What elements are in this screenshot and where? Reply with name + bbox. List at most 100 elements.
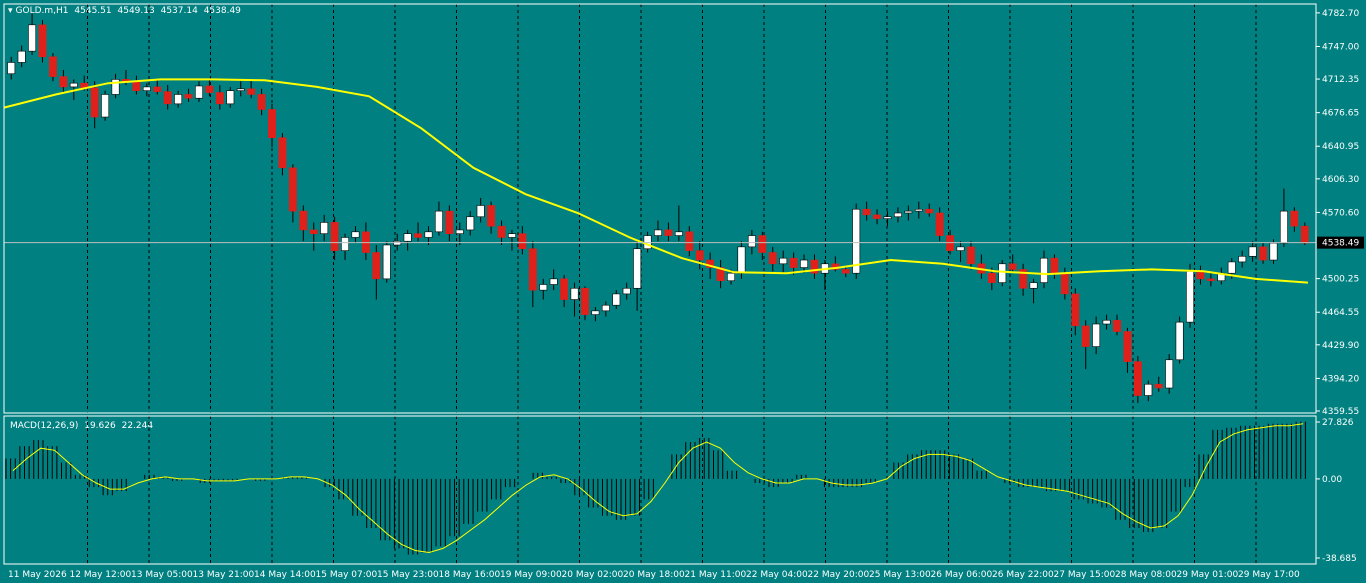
candle-body[interactable]: [1050, 257, 1059, 274]
candle-body[interactable]: [789, 257, 798, 268]
candle-body[interactable]: [1206, 278, 1215, 282]
candle-body[interactable]: [184, 94, 193, 99]
candle-body[interactable]: [1196, 271, 1205, 280]
candle-body[interactable]: [1113, 319, 1121, 332]
candle-body[interactable]: [236, 88, 245, 91]
candle-body[interactable]: [1300, 225, 1309, 244]
candle-body[interactable]: [1290, 210, 1299, 227]
candle-body[interactable]: [101, 94, 110, 118]
candle-body[interactable]: [226, 90, 235, 105]
candle-body[interactable]: [487, 205, 496, 227]
candle-body[interactable]: [1040, 257, 1048, 283]
candle-body[interactable]: [935, 212, 944, 236]
candle-body[interactable]: [372, 252, 381, 280]
candle-body[interactable]: [215, 92, 224, 105]
candle-body[interactable]: [1279, 210, 1288, 244]
candles[interactable]: [7, 13, 1309, 404]
candle-body[interactable]: [737, 246, 746, 274]
candle-body[interactable]: [497, 225, 506, 238]
candle-body[interactable]: [445, 210, 454, 234]
candle-body[interactable]: [1186, 271, 1194, 323]
candle-body[interactable]: [1123, 331, 1132, 362]
candle-body[interactable]: [998, 263, 1007, 283]
candle-body[interactable]: [142, 86, 151, 91]
candle-body[interactable]: [163, 91, 172, 105]
candle-body[interactable]: [508, 233, 516, 238]
candle-body[interactable]: [1154, 383, 1163, 389]
candle-body[interactable]: [268, 109, 276, 139]
candle-body[interactable]: [455, 229, 464, 234]
candle-body[interactable]: [956, 246, 965, 251]
candle-body[interactable]: [601, 304, 610, 312]
candle-body[interactable]: [1133, 361, 1142, 396]
candle-body[interactable]: [549, 278, 558, 285]
candle-body[interactable]: [1102, 319, 1111, 325]
candle-body[interactable]: [747, 235, 756, 248]
candle-body[interactable]: [7, 62, 16, 75]
candle-body[interactable]: [914, 208, 923, 212]
candle-body[interactable]: [852, 208, 861, 274]
candle-body[interactable]: [1238, 255, 1247, 263]
candle-body[interactable]: [69, 82, 78, 88]
candle-body[interactable]: [38, 24, 47, 58]
candle-body[interactable]: [90, 87, 99, 118]
candle-body[interactable]: [299, 210, 308, 231]
candle-body[interactable]: [434, 210, 443, 233]
candle-body[interactable]: [862, 208, 871, 216]
candle-body[interactable]: [560, 278, 569, 300]
candle-body[interactable]: [841, 269, 850, 274]
candle-body[interactable]: [1029, 282, 1038, 289]
candle-body[interactable]: [247, 88, 256, 95]
candle-body[interactable]: [174, 94, 183, 105]
candle-body[interactable]: [257, 94, 266, 110]
candle-body[interactable]: [727, 272, 735, 282]
candle-body[interactable]: [800, 259, 808, 268]
candle-body[interactable]: [341, 237, 349, 251]
candle-body[interactable]: [570, 287, 579, 300]
candle-body[interactable]: [1248, 246, 1257, 257]
candle-body[interactable]: [518, 233, 527, 250]
macd-panel[interactable]: [5, 421, 1306, 555]
candle-body[interactable]: [883, 216, 892, 219]
candle-body[interactable]: [1144, 383, 1153, 396]
candle-body[interactable]: [1165, 359, 1174, 389]
candle-body[interactable]: [1071, 293, 1080, 327]
candle-body[interactable]: [466, 216, 475, 231]
candle-body[interactable]: [59, 76, 68, 88]
candle-body[interactable]: [1019, 269, 1028, 289]
candle-body[interactable]: [476, 205, 485, 218]
candle-body[interactable]: [351, 231, 360, 238]
candle-body[interactable]: [612, 293, 621, 306]
candle-body[interactable]: [528, 248, 537, 291]
candle-body[interactable]: [111, 79, 120, 95]
candle-body[interactable]: [685, 231, 694, 251]
candle-body[interactable]: [28, 24, 37, 52]
candle-body[interactable]: [758, 235, 767, 253]
candle-body[interactable]: [539, 284, 548, 291]
candle-body[interactable]: [1092, 323, 1101, 347]
candle-body[interactable]: [1175, 321, 1184, 361]
triangle-down-icon[interactable]: ▾: [8, 6, 13, 16]
candle-body[interactable]: [205, 85, 214, 93]
candle-body[interactable]: [967, 246, 975, 265]
candle-body[interactable]: [633, 248, 642, 289]
candle-body[interactable]: [414, 233, 423, 238]
candle-body[interactable]: [382, 244, 391, 280]
candle-body[interactable]: [768, 252, 777, 265]
candle-body[interactable]: [654, 229, 662, 236]
candle-body[interactable]: [1227, 261, 1236, 274]
candle-body[interactable]: [17, 50, 26, 63]
candle-body[interactable]: [1060, 272, 1069, 295]
candle-body[interactable]: [288, 167, 297, 212]
candle-body[interactable]: [403, 233, 412, 242]
candle-body[interactable]: [664, 229, 673, 236]
candle-body[interactable]: [132, 81, 141, 91]
candle-body[interactable]: [1269, 242, 1278, 261]
candle-body[interactable]: [810, 259, 819, 274]
candle-body[interactable]: [674, 231, 683, 236]
candle-body[interactable]: [309, 229, 318, 234]
candle-body[interactable]: [779, 257, 788, 265]
candle-body[interactable]: [695, 250, 704, 261]
candle-body[interactable]: [581, 287, 589, 315]
